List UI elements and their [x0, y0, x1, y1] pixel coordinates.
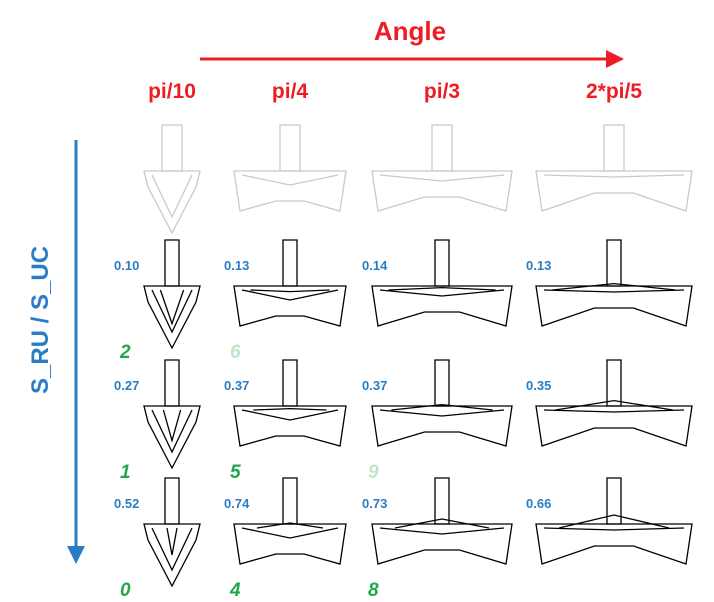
reference-frame	[143, 170, 201, 235]
index-label-1-2: 9	[368, 462, 379, 483]
cell-2-0-frame	[143, 523, 201, 588]
cell-1-1-frame	[233, 405, 347, 447]
cell-0-3-frame	[535, 285, 693, 327]
index-label-0-0: 2	[119, 342, 131, 363]
reference-v-outer	[379, 174, 505, 182]
ratio-label-1-0: 0.27	[114, 378, 139, 393]
cell-0-3-stem	[606, 239, 622, 287]
cell-0-1-v-inner	[250, 289, 330, 293]
ratio-label-1-3: 0.35	[526, 378, 551, 393]
cell-2-0-v-outer	[151, 527, 193, 572]
cell-1-0-v-outer	[151, 409, 193, 454]
cell-1-3-frame	[535, 405, 693, 447]
cell-2-0-v-inner	[166, 527, 178, 556]
reference-stem	[431, 124, 453, 172]
ratio-label-2-0: 0.52	[114, 496, 139, 511]
cell-0-1-v-outer	[241, 289, 339, 301]
cell-0-1-stem	[282, 239, 298, 287]
column-header-0: pi/10	[148, 80, 196, 103]
index-label-2-1: 4	[229, 580, 241, 601]
ratio-axis-label-text: S_RU / S_UC	[27, 246, 54, 394]
ratio-label-0-3: 0.13	[526, 258, 551, 273]
cell-2-3-v-outer	[543, 527, 685, 531]
index-label-0-1: 6	[230, 342, 241, 363]
cell-2-1-v-inner	[256, 522, 324, 529]
cell-1-2-frame	[371, 405, 513, 447]
reference-stem	[603, 124, 625, 172]
cell-2-3-v-inner	[558, 514, 670, 529]
cell-2-0-stem	[164, 477, 180, 525]
ratio-label-2-2: 0.73	[362, 496, 387, 511]
shapes-layer: 0.10 2 0.13 6 0.14 0.13 0.27 1 0.37 5 0.37 9 0.35 0.5…	[114, 124, 693, 601]
cell-2-3-frame	[535, 523, 693, 565]
index-label-2-0: 0	[120, 580, 131, 601]
cell-0-0-frame	[143, 285, 201, 350]
column-header-1: pi/4	[272, 80, 308, 103]
ratio-label-2-1: 0.74	[224, 496, 250, 511]
cell-2-1-stem	[282, 477, 298, 525]
cell-1-1-v-outer	[241, 409, 339, 421]
cell-0-2-stem	[434, 239, 450, 287]
reference-stem	[161, 124, 183, 172]
cell-0-2-frame	[371, 285, 513, 327]
cell-1-2-stem	[434, 359, 450, 407]
cell-2-1-v-outer	[241, 527, 339, 539]
cell-1-0-stem	[164, 359, 180, 407]
cell-1-3-v-inner	[555, 399, 673, 411]
reference-stem	[279, 124, 301, 172]
ratio-arrowhead	[67, 546, 85, 564]
cell-2-2-frame	[371, 523, 513, 565]
cell-0-1-frame	[233, 285, 347, 327]
cell-0-0-stem	[164, 239, 180, 287]
cell-2-2-v-inner	[394, 518, 490, 529]
ratio-label-1-1: 0.37	[224, 378, 249, 393]
reference-frame	[233, 170, 347, 212]
reference-v-outer	[241, 174, 339, 186]
cell-2-2-v-outer	[379, 527, 505, 535]
cell-2-3-stem	[606, 477, 622, 525]
column-header-3: 2*pi/5	[586, 80, 642, 103]
angle-arrowhead	[606, 50, 624, 68]
column-header-2: pi/3	[424, 80, 460, 103]
cell-2-1-frame	[233, 523, 347, 565]
cell-1-2-v-inner	[391, 403, 493, 411]
index-label-1-0: 1	[120, 462, 131, 483]
reference-frame	[535, 170, 693, 212]
cell-2-2-stem	[434, 477, 450, 525]
reference-v-outer	[543, 174, 685, 178]
cell-1-3-v-outer	[543, 409, 685, 413]
cell-1-3-stem	[606, 359, 622, 407]
cell-0-2-v-inner	[388, 286, 496, 291]
ratio-label-0-0: 0.10	[114, 258, 139, 273]
reference-v-outer	[151, 174, 193, 219]
index-label-2-2: 8	[368, 580, 379, 601]
cell-1-2-v-outer	[379, 409, 505, 417]
cell-1-0-frame	[143, 405, 201, 470]
angle-title: Angle	[374, 16, 446, 46]
ratio-label-0-2: 0.14	[362, 258, 388, 273]
ratio-axis-label: S_RU / S_UC	[27, 246, 54, 394]
cell-1-1-stem	[282, 359, 298, 407]
reference-frame	[371, 170, 513, 212]
cell-0-0-v-outer	[151, 289, 193, 334]
ratio-label-1-2: 0.37	[362, 378, 387, 393]
ratio-label-0-1: 0.13	[224, 258, 249, 273]
index-label-1-1: 5	[230, 462, 241, 483]
cell-1-1-v-inner	[253, 407, 327, 411]
cell-0-3-v-outer	[543, 289, 685, 293]
cell-0-2-v-outer	[379, 289, 505, 297]
ratio-label-2-3: 0.66	[526, 496, 551, 511]
cell-0-0-v-inner	[159, 289, 185, 326]
cell-0-3-v-inner	[552, 282, 676, 291]
cell-1-0-v-inner	[162, 409, 182, 444]
